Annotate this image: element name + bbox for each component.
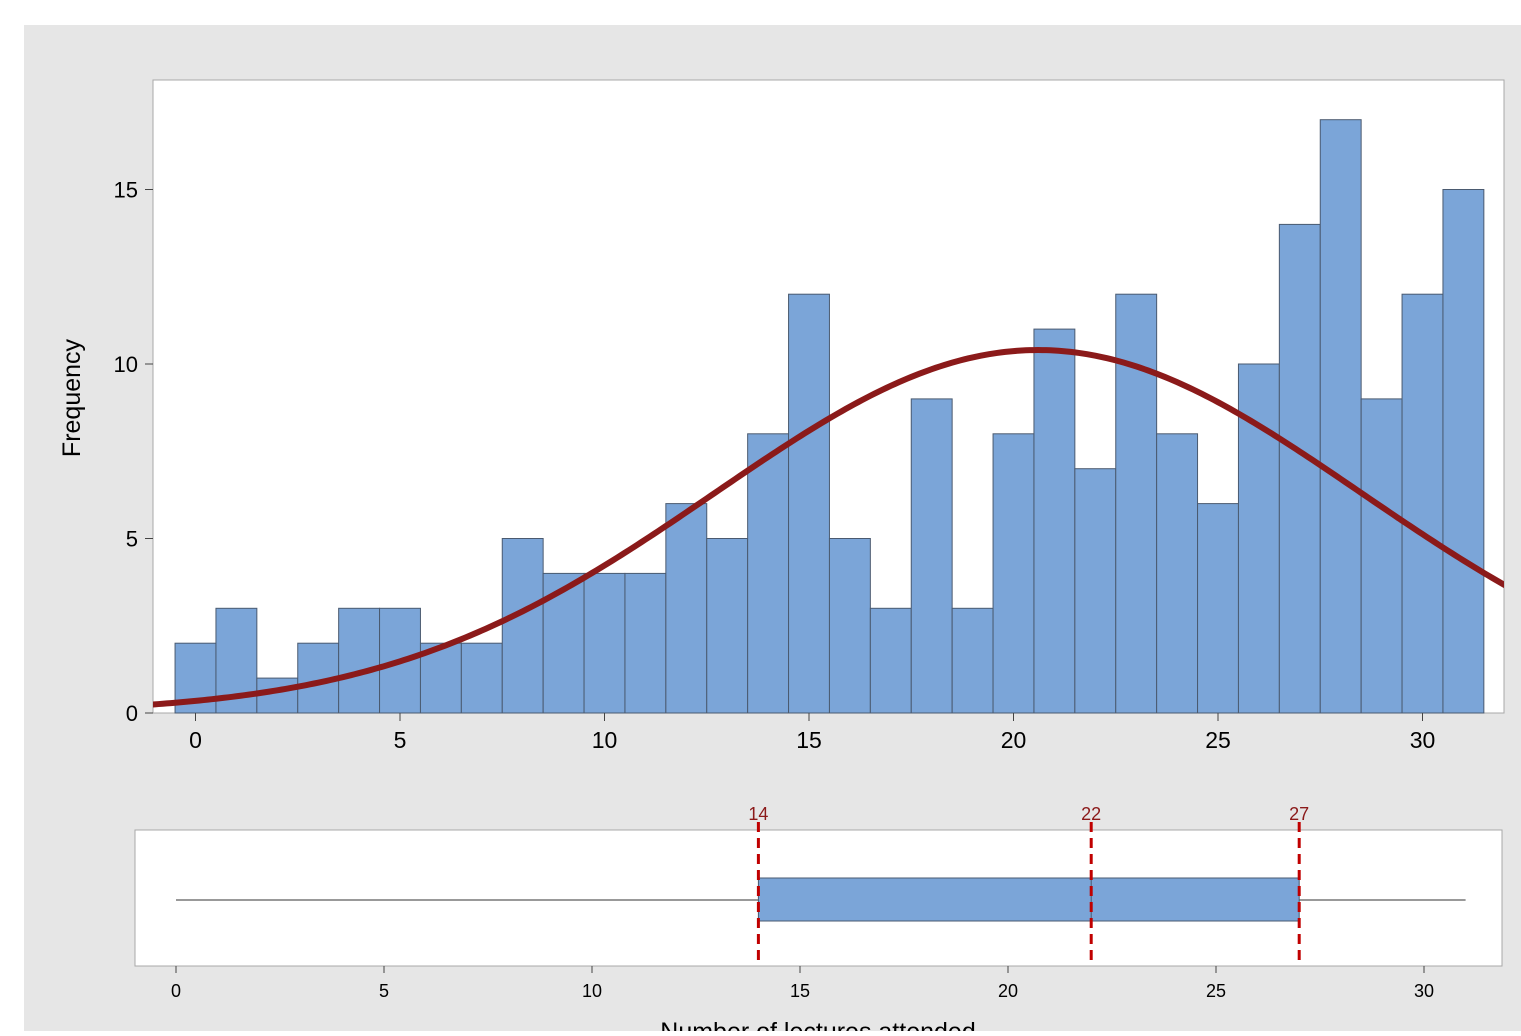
y-axis-label: Frequency <box>58 338 86 457</box>
x-tick-label: 30 <box>1414 981 1434 1001</box>
histogram-bars <box>174 119 1485 714</box>
histogram-bar <box>256 677 299 714</box>
histogram-bar <box>1074 468 1117 714</box>
normal-fit-curve <box>153 347 1504 708</box>
x-tick-label: 20 <box>1001 727 1027 753</box>
x-tick-label: 15 <box>796 727 822 753</box>
x-tick-label: 25 <box>1206 981 1226 1001</box>
y-tick-label: 0 <box>126 701 138 726</box>
histogram-bar <box>1278 223 1321 714</box>
histogram-bar <box>1156 433 1199 714</box>
x-tick-label: 10 <box>582 981 602 1001</box>
histogram-bar <box>869 607 912 714</box>
histogram-bar <box>951 607 994 714</box>
histogram-bar <box>501 538 544 714</box>
x-axis-label: Number of lectures attended <box>660 1018 975 1031</box>
histogram-bar <box>1197 503 1239 714</box>
boxplot-iqr-box <box>757 877 1300 922</box>
histogram-bar <box>624 572 667 714</box>
quartile-markers: 14 22 27 <box>748 804 1309 966</box>
histogram-bar <box>910 398 953 714</box>
histogram-bar <box>1033 328 1076 714</box>
y-tick-label: 5 <box>126 527 138 552</box>
histogram-bar <box>706 538 749 714</box>
x-tick-label: 25 <box>1205 727 1231 753</box>
quartile-marker-label: 14 <box>748 804 768 824</box>
x-tick-label: 0 <box>171 981 181 1001</box>
x-tick-label: 15 <box>790 981 810 1001</box>
histogram-panel: 0 5 10 15 0 5 10 15 20 25 30 Frequency <box>58 79 1505 753</box>
histogram-bar <box>460 642 503 714</box>
histogram-bar <box>1319 119 1362 714</box>
x-tick-label: 0 <box>189 727 202 753</box>
histogram-bar <box>583 572 626 714</box>
histogram-bar <box>665 503 708 714</box>
histogram-bar <box>828 538 871 714</box>
histogram-bar <box>1360 398 1403 714</box>
boxplot-x-axis: 0 5 10 15 20 25 30 <box>171 966 1434 1001</box>
histogram-bar <box>338 607 381 714</box>
histogram-bar <box>992 433 1035 714</box>
x-tick-label: 20 <box>998 981 1018 1001</box>
histogram-bar <box>788 293 830 714</box>
quartile-marker-label: 27 <box>1289 804 1309 824</box>
histogram-bar <box>1442 189 1485 714</box>
x-tick-label: 5 <box>394 727 407 753</box>
histogram-y-axis: 0 5 10 15 <box>114 178 153 726</box>
x-tick-label: 10 <box>592 727 618 753</box>
x-tick-label: 5 <box>379 981 389 1001</box>
histogram-bar <box>1115 293 1158 714</box>
histogram-bar <box>1401 293 1444 714</box>
y-tick-label: 15 <box>114 178 138 203</box>
histogram-bar <box>747 433 790 714</box>
quartile-marker-label: 22 <box>1081 804 1101 824</box>
histogram-x-axis: 0 5 10 15 20 25 30 <box>189 713 1435 753</box>
x-tick-label: 30 <box>1410 727 1436 753</box>
y-tick-label: 10 <box>114 352 138 377</box>
